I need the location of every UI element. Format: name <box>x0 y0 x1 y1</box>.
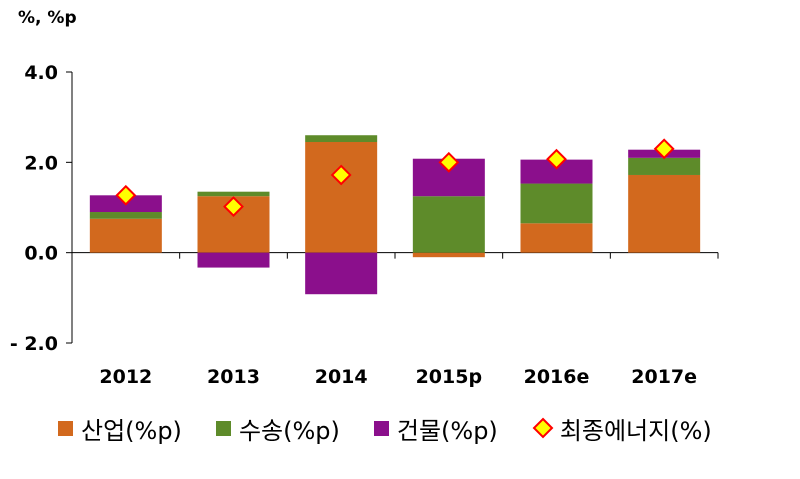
legend-swatch-industry <box>58 420 73 436</box>
y-tick-label: - 2.0 <box>10 333 58 355</box>
bar-segment <box>628 157 701 175</box>
legend-swatch-transport <box>215 420 231 436</box>
legend-item-transport: 수송(%p) <box>215 411 340 446</box>
bar-segment <box>305 135 378 143</box>
legend-item-final-energy: 최종에너지(%) <box>532 411 712 446</box>
final-energy-marker <box>438 151 460 173</box>
y-tick-label: 4.0 <box>24 62 58 84</box>
legend-label-industry: 산업(%p) <box>81 416 182 445</box>
final-energy-marker <box>223 196 244 218</box>
legend: 산업(%p) 수송(%p) 건물(%p) 최종에너지(%) <box>58 408 746 448</box>
final-energy-marker <box>330 164 352 186</box>
bar-segment <box>197 252 270 268</box>
bar-segment <box>89 212 162 219</box>
final-energy-marker <box>653 138 675 160</box>
x-tick-label: 2015p <box>416 366 482 388</box>
bar-segment <box>305 142 378 253</box>
x-tick-label: 2014 <box>315 366 368 388</box>
diamond-marker-icon <box>532 417 554 439</box>
y-tick-label: 0.0 <box>24 243 58 265</box>
x-tick-label: 2016e <box>524 366 590 388</box>
bar-segment <box>628 174 701 253</box>
bar-segment <box>197 191 270 197</box>
x-tick-label: 2017e <box>631 366 697 388</box>
y-unit-label: %, %p <box>18 8 77 28</box>
legend-item-industry: 산업(%p) <box>58 411 182 446</box>
legend-label-transport: 수송(%p) <box>238 416 340 445</box>
bar-segment <box>412 196 485 253</box>
bar-segment <box>520 223 593 253</box>
bar-segment <box>412 252 485 258</box>
bar-segment <box>520 183 593 224</box>
legend-item-building: 건물(%p) <box>373 411 498 446</box>
x-tick-label: 2012 <box>99 366 152 388</box>
bar-segment <box>520 159 593 184</box>
legend-swatch-building <box>373 420 389 436</box>
final-energy-marker <box>115 184 137 206</box>
x-tick-label: 2013 <box>207 366 260 388</box>
final-energy-marker <box>546 148 567 170</box>
stacked-bar-chart: 4.0 2.0 0.0 - 2.0 2012 2013 2014 2015p 2016e 2017… <box>10 62 719 388</box>
legend-label-final-energy: 최종에너지(%) <box>559 416 712 445</box>
bar-segment <box>89 218 162 253</box>
y-tick-label: 2.0 <box>24 152 58 174</box>
bar-segment <box>305 252 378 295</box>
legend-label-building: 건물(%p) <box>396 416 498 445</box>
